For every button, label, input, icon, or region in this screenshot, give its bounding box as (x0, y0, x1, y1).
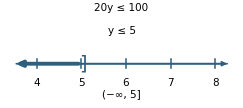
Text: 5: 5 (78, 78, 85, 88)
Text: ]: ] (79, 54, 87, 73)
Text: 20y ≤ 100: 20y ≤ 100 (95, 3, 148, 13)
Text: 8: 8 (212, 78, 218, 88)
Text: (−∞, 5]: (−∞, 5] (102, 89, 141, 99)
Text: y ≤ 5: y ≤ 5 (107, 26, 136, 36)
Text: 4: 4 (33, 78, 40, 88)
Text: 7: 7 (167, 78, 174, 88)
Text: 6: 6 (123, 78, 129, 88)
